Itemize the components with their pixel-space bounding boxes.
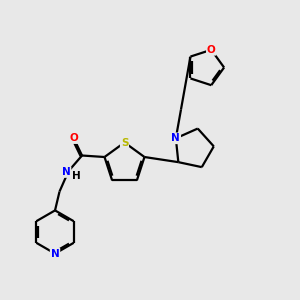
Text: O: O: [207, 45, 216, 55]
Text: O: O: [69, 133, 78, 143]
Text: N: N: [62, 167, 70, 177]
Text: N: N: [51, 249, 59, 259]
Text: N: N: [172, 133, 180, 143]
Text: H: H: [72, 171, 80, 181]
Text: S: S: [121, 137, 128, 148]
